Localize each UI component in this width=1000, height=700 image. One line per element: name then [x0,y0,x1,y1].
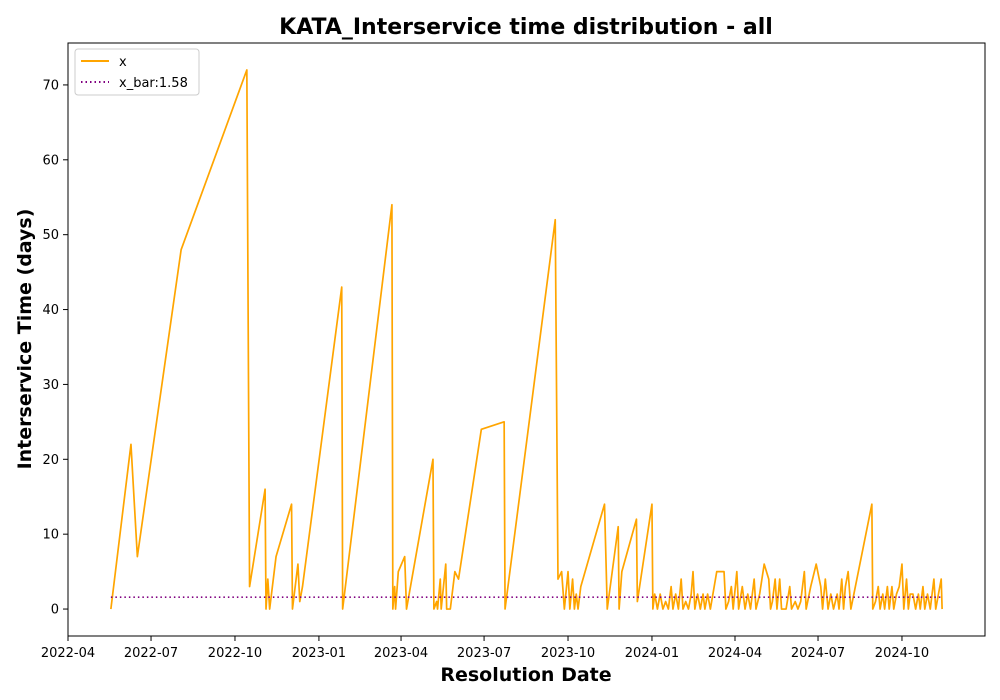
chart-title: KATA_Interservice time distribution - al… [279,15,773,40]
legend: x x_bar:1.58 [74,48,200,96]
y-tick-label: 0 [51,603,59,618]
y-tick-label: 20 [42,453,59,468]
plot-frame [67,42,986,637]
x-tick-label: 2024-04 [708,646,762,661]
legend-label-x: x [119,55,127,70]
series-layer [110,69,943,610]
x-tick-label: 2024-10 [875,646,929,661]
x-tick-label: 2023-01 [292,646,346,661]
y-tick-label: 30 [42,378,59,393]
y-tick-label: 40 [42,303,59,318]
x-axis-label: Resolution Date [440,664,611,686]
x-tick-label: 2023-07 [457,646,511,661]
x-axis: 2022-04 2022-07 2022-10 2023-01 2023-04 2023-… [41,636,929,661]
x-tick-label: 2023-10 [541,646,595,661]
y-tick-label: 50 [42,228,59,243]
x-tick-label: 2024-01 [625,646,679,661]
y-axis: 0 10 20 30 40 50 60 70 [42,78,68,618]
plot-background [68,43,985,636]
series-line-x [110,69,943,610]
y-tick-label: 70 [42,78,59,93]
x-tick-label: 2022-10 [208,646,262,661]
x-tick-label: 2023-04 [374,646,428,661]
x-tick-label: 2022-07 [124,646,178,661]
legend-label-x-bar: x_bar:1.58 [119,76,188,91]
y-tick-label: 10 [42,528,59,543]
x-tick-label: 2022-04 [41,646,95,661]
y-tick-label: 60 [42,153,59,168]
y-axis-label: Interservice Time (days) [14,209,36,470]
x-tick-label: 2024-07 [791,646,845,661]
plot-area [67,42,986,637]
